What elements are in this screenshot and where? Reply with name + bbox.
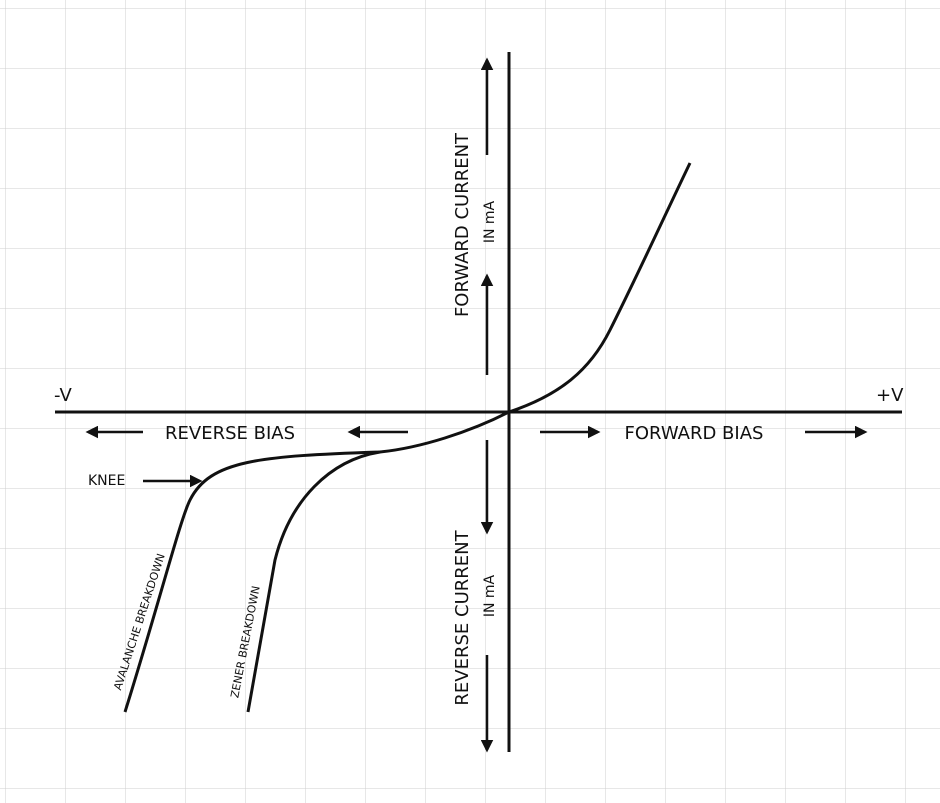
avalanche-curve xyxy=(123,410,510,713)
label: REVERSE BIAS xyxy=(165,423,295,444)
zener-curve xyxy=(246,450,381,713)
label: IN mA xyxy=(482,200,498,243)
label: FORWARD BIAS xyxy=(625,423,764,444)
label: REVERSE CURRENT xyxy=(452,529,473,705)
label: KNEE xyxy=(88,473,125,489)
label: +V xyxy=(876,385,904,406)
label: -V xyxy=(54,385,72,406)
label: IN mA xyxy=(482,574,498,617)
forward-curve xyxy=(508,162,692,414)
label: FORWARD CURRENT xyxy=(452,132,473,317)
